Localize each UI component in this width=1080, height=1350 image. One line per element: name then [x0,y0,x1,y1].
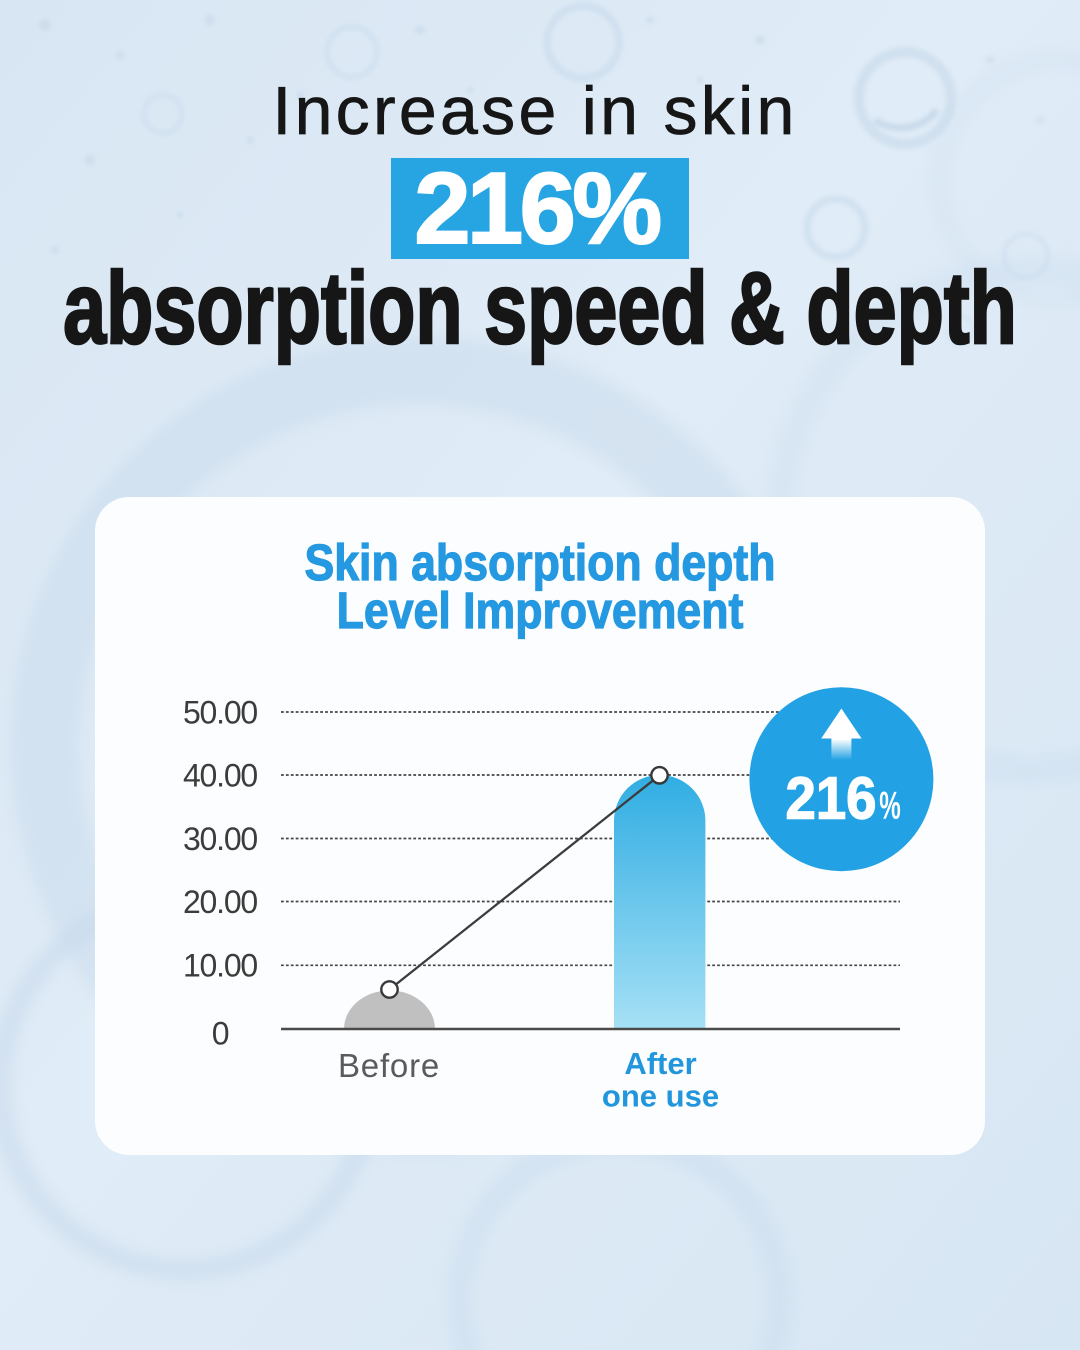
svg-text:After: After [624,1046,696,1081]
svg-text:30.00: 30.00 [183,821,257,857]
svg-text:10.00: 10.00 [183,948,257,984]
svg-text:one use: one use [602,1079,719,1114]
svg-text:216: 216 [786,764,877,831]
svg-text:0: 0 [212,1016,229,1052]
svg-text:40.00: 40.00 [183,758,257,794]
svg-text:20.00: 20.00 [183,884,257,920]
svg-text:50.00: 50.00 [183,695,257,731]
svg-text:Before: Before [338,1047,440,1084]
svg-text:%: % [879,784,901,827]
